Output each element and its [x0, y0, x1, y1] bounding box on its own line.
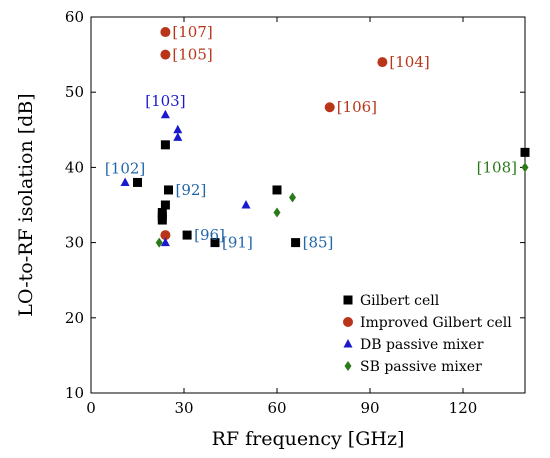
y-tick-label: 10 [65, 384, 84, 402]
square-point [160, 200, 170, 210]
point-annotation: [105] [172, 46, 212, 64]
y-axis-title: LO-to-RF isolation [dB] [15, 93, 37, 316]
y-tick-label: 50 [65, 83, 84, 101]
legend-diamond-icon [344, 361, 352, 371]
point-annotation: [102] [105, 159, 145, 177]
circle-point [160, 27, 171, 38]
circle-point [377, 57, 388, 68]
y-tick-label: 20 [65, 309, 84, 327]
triangle-point [173, 132, 183, 141]
square-point [160, 140, 170, 150]
square-point [182, 230, 192, 240]
legend-square-icon [343, 295, 353, 305]
circle-point [160, 230, 171, 241]
triangle-point [160, 237, 170, 247]
point-annotation: [92] [176, 181, 207, 199]
point-annotation: [85] [303, 234, 334, 252]
x-tick-label: 90 [360, 399, 379, 417]
point-annotation: [108] [477, 158, 517, 176]
y-tick-label: 30 [65, 234, 84, 252]
square-point [133, 177, 142, 187]
triangle-point [241, 200, 251, 209]
legend-triangle-icon [343, 339, 353, 348]
diamond-point [155, 237, 163, 248]
y-tick-label: 60 [65, 8, 84, 26]
axis-ticks: 0 30 60 90 120 10 20 30 40 50 60 [65, 8, 525, 417]
legend-label: Gilbert cell [360, 293, 440, 309]
x-tick-label: 120 [449, 399, 478, 417]
point-annotations: [107] [105] [104] [103] [106] [102] [92] [96][9… [105, 23, 517, 252]
legend: Gilbert cell Improved Gilbert cell DB pass… [330, 285, 520, 381]
diamond-point [273, 207, 281, 218]
diamond-point [521, 162, 529, 173]
x-tick-label: 0 [86, 399, 96, 417]
diamond-point [289, 192, 296, 203]
point-annotation: [91] [222, 234, 253, 252]
y-tick-label: 40 [65, 158, 84, 176]
point-annotation: [106] [337, 98, 377, 116]
series-gilbert-cell [133, 140, 530, 248]
square-point [164, 185, 173, 195]
series-improved-gilbert-cell [160, 27, 388, 241]
legend-label: SB passive mixer [360, 359, 482, 375]
legend-circle-icon [343, 317, 353, 327]
point-annotation: [103] [145, 92, 185, 110]
point-annotation: [107] [172, 23, 212, 41]
circle-point [324, 102, 335, 113]
plot-frame [90, 16, 526, 394]
x-tick-label: 30 [174, 399, 193, 417]
data-points [120, 27, 530, 248]
square-point [157, 215, 167, 225]
point-annotation: [96] [194, 226, 225, 244]
square-point [291, 238, 301, 248]
square-point [520, 147, 530, 157]
legend-label: Improved Gilbert cell [360, 315, 512, 331]
square-point [272, 185, 282, 195]
x-axis-title: RF frequency [GHz] [212, 428, 405, 450]
circle-point [160, 49, 171, 60]
point-annotation: [104] [389, 53, 429, 71]
triangle-point [160, 109, 170, 119]
series-sb-passive-mixer [155, 162, 529, 248]
x-tick-label: 60 [267, 399, 286, 417]
square-point [210, 238, 220, 248]
triangle-point [120, 177, 130, 186]
legend-label: DB passive mixer [360, 337, 484, 353]
series-db-passive-mixer [120, 109, 251, 247]
triangle-point [173, 124, 183, 134]
